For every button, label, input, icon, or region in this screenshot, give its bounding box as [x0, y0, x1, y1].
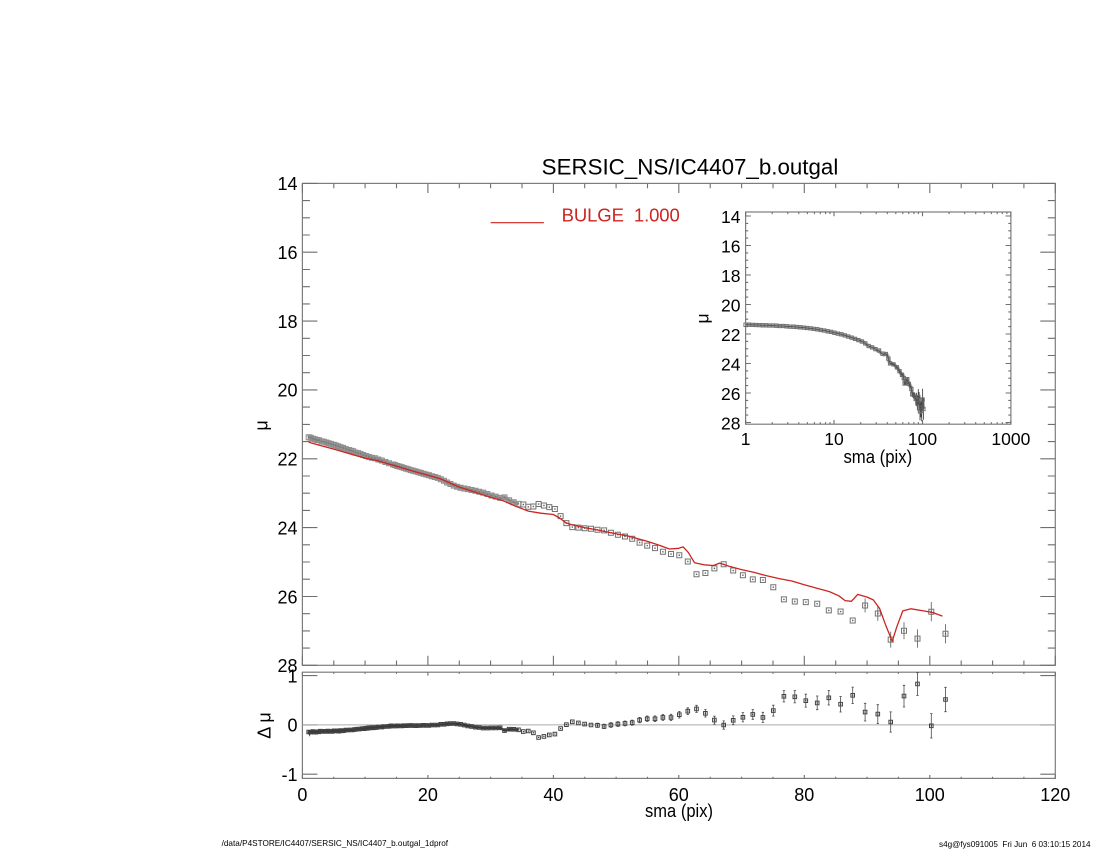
- svg-text:BULGE 1.000: BULGE 1.000: [562, 204, 680, 225]
- svg-text:80: 80: [794, 785, 814, 805]
- svg-text:60: 60: [669, 785, 689, 805]
- svg-text:14: 14: [721, 207, 741, 227]
- svg-text:0: 0: [287, 716, 297, 736]
- svg-text:100: 100: [908, 429, 937, 449]
- svg-text:40: 40: [543, 785, 563, 805]
- svg-text:sma (pix): sma (pix): [645, 800, 713, 821]
- svg-text:26: 26: [277, 587, 297, 607]
- svg-text:24: 24: [721, 354, 741, 374]
- svg-text:20: 20: [277, 381, 297, 401]
- svg-text:16: 16: [277, 243, 297, 263]
- svg-text:14: 14: [277, 174, 297, 194]
- svg-text:1: 1: [741, 429, 751, 449]
- svg-text:-1: -1: [281, 765, 297, 785]
- svg-text:16: 16: [721, 236, 740, 256]
- svg-text:120: 120: [1040, 785, 1070, 805]
- svg-text:28: 28: [277, 656, 297, 676]
- svg-text:100: 100: [915, 785, 945, 805]
- svg-text:10: 10: [824, 429, 844, 449]
- svg-text:sma (pix): sma (pix): [843, 447, 912, 467]
- svg-text:24: 24: [277, 518, 297, 538]
- svg-text:μ: μ: [693, 313, 713, 323]
- svg-text:22: 22: [721, 325, 740, 345]
- svg-text:s4g@fys091005 Fri Jun 6 03:1: s4g@fys091005 Fri Jun 6 03:10:15 2014: [939, 840, 1091, 849]
- svg-text:/data/P4STORE/IC4407/SERSIC_NS: /data/P4STORE/IC4407/SERSIC_NS/IC4407_b.…: [222, 838, 449, 848]
- svg-text:20: 20: [418, 785, 438, 805]
- svg-text:0: 0: [297, 785, 307, 805]
- svg-text:SERSIC_NS/IC4407_b.outgal: SERSIC_NS/IC4407_b.outgal: [542, 155, 839, 180]
- svg-text:18: 18: [721, 266, 740, 286]
- svg-text:μ: μ: [251, 420, 271, 430]
- svg-text:1: 1: [287, 666, 297, 686]
- svg-text:1000: 1000: [991, 429, 1030, 449]
- svg-text:28: 28: [721, 413, 740, 433]
- svg-text:18: 18: [277, 312, 297, 332]
- svg-text:Δ μ: Δ μ: [255, 712, 275, 738]
- svg-text:26: 26: [721, 384, 740, 404]
- svg-text:22: 22: [277, 450, 297, 470]
- svg-text:20: 20: [721, 295, 741, 315]
